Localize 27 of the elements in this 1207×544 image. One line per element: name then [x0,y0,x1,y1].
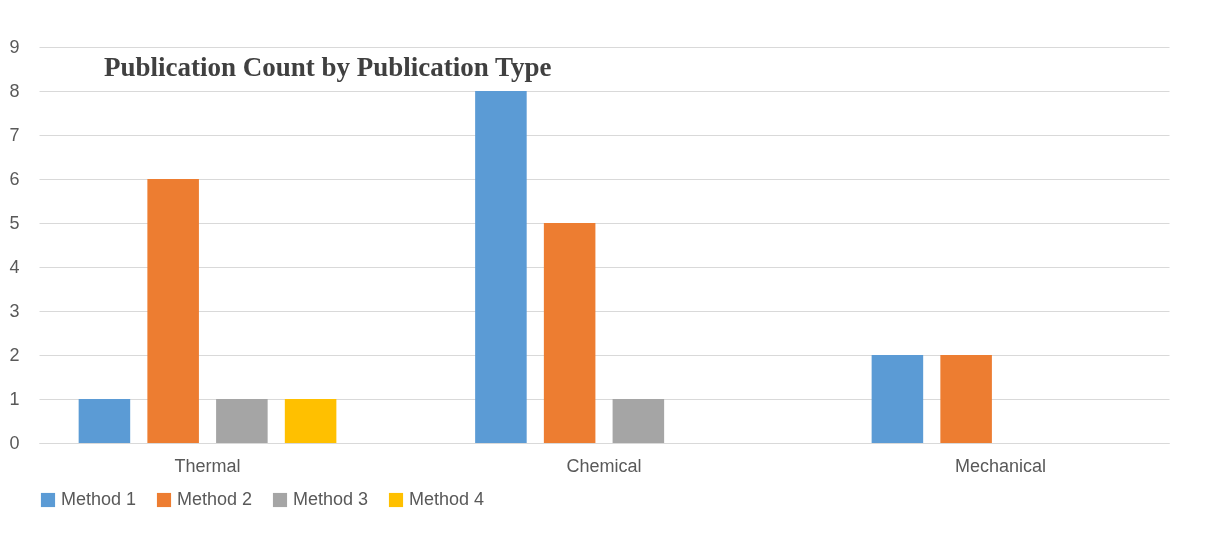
legend-label: Method 2 [177,489,253,509]
legend-label: Method 1 [61,489,137,509]
y-tick-label: 3 [9,300,20,321]
bar [216,399,268,443]
bar [612,399,665,443]
legend-label: Method 4 [409,489,485,509]
chart-title: Publication Count by Publication Type [103,52,552,82]
bar [940,355,992,443]
y-tick-label: 8 [9,80,20,101]
bar [871,355,924,443]
bar [78,399,131,443]
y-tick-label: 5 [9,212,20,233]
x-tick-label: Mechanical [954,455,1047,476]
y-tick-label: 4 [9,256,20,277]
y-tick-label: 7 [9,124,20,145]
bar [147,179,199,443]
bar [475,91,527,443]
y-tick-label: 9 [9,36,20,57]
x-tick-label: Chemical [566,455,642,476]
y-tick-label: 2 [9,344,20,365]
x-tick-label: Thermal [174,455,241,476]
legend-label: Method 3 [293,489,369,509]
y-tick-label: 1 [9,388,20,409]
bar [543,223,596,443]
y-tick-label: 0 [9,432,20,453]
y-tick-label: 6 [9,168,20,189]
bar [284,399,337,443]
